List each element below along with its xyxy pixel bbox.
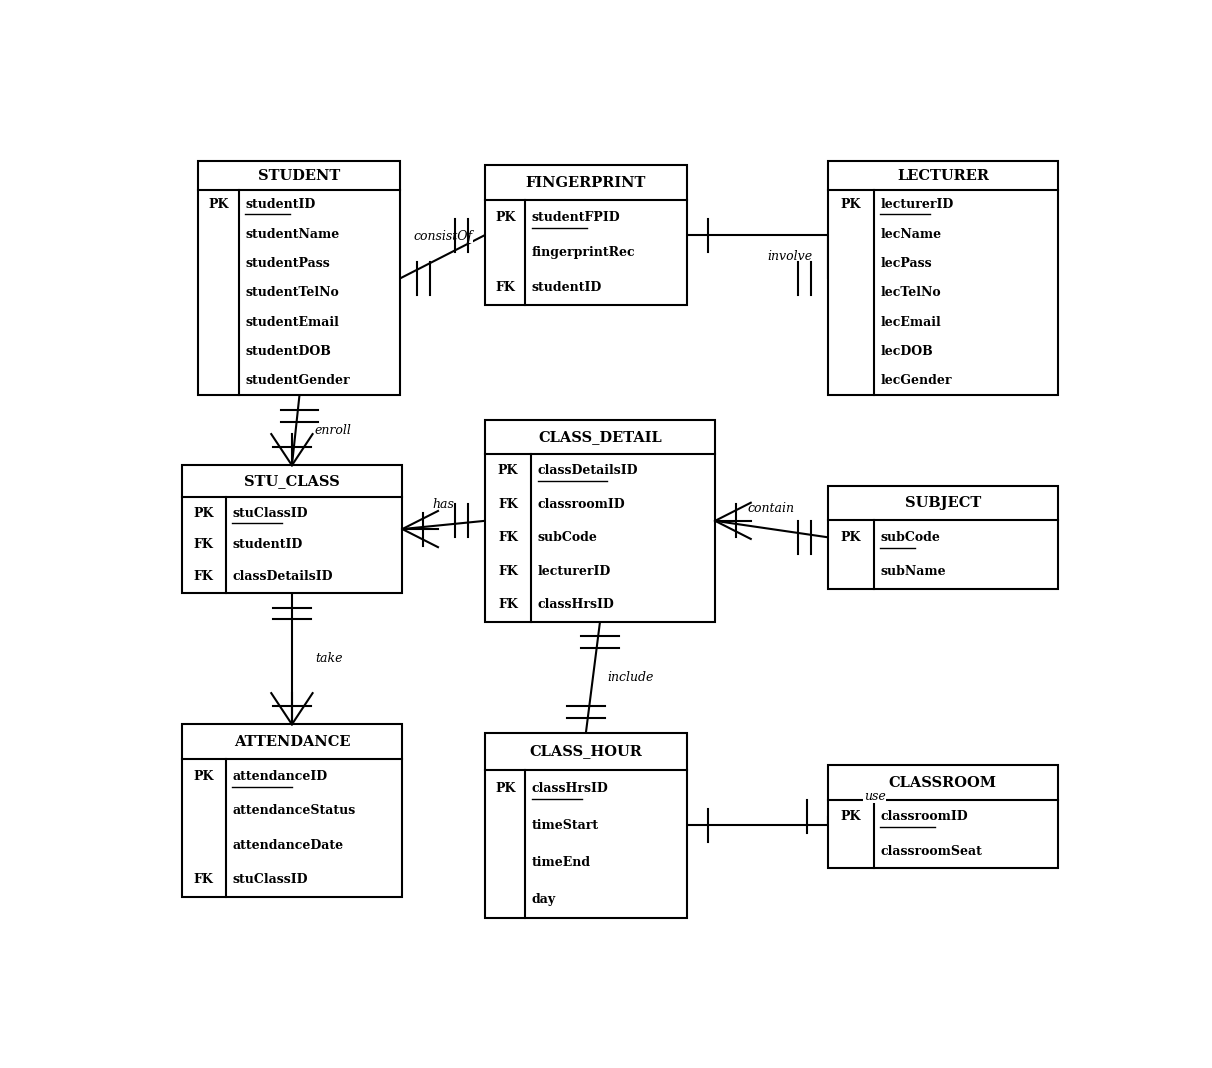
Text: PK: PK (841, 531, 861, 544)
Text: LECTURER: LECTURER (897, 169, 989, 183)
Text: PK: PK (494, 782, 515, 795)
Text: studentPass: studentPass (245, 257, 330, 270)
Text: STU_CLASS: STU_CLASS (244, 474, 339, 488)
Text: fingerprintRec: fingerprintRec (532, 246, 635, 260)
Bar (485, 420, 715, 622)
Text: CLASSROOM: CLASSROOM (888, 775, 996, 789)
Text: contain: contain (748, 502, 795, 515)
Text: stuClassID: stuClassID (233, 506, 308, 520)
Text: attendanceID: attendanceID (233, 770, 327, 783)
Text: classHrsID: classHrsID (532, 782, 608, 795)
Text: subCode: subCode (880, 531, 941, 544)
Text: lecGender: lecGender (880, 374, 951, 388)
Text: studentID: studentID (245, 199, 315, 211)
Text: classDetailsID: classDetailsID (233, 570, 333, 583)
Bar (828, 161, 1058, 395)
Text: lecDOB: lecDOB (880, 345, 933, 358)
Text: attendanceStatus: attendanceStatus (233, 804, 355, 817)
Text: FK: FK (498, 598, 518, 611)
Text: lecturerID: lecturerID (880, 199, 954, 211)
Text: PK: PK (194, 506, 213, 520)
Text: use: use (864, 790, 886, 803)
Text: FK: FK (496, 281, 515, 294)
Bar (199, 161, 400, 395)
Text: FK: FK (498, 565, 518, 578)
Text: CLASS_HOUR: CLASS_HOUR (530, 744, 642, 758)
Text: PK: PK (194, 770, 213, 783)
Text: studentDOB: studentDOB (245, 345, 331, 358)
Text: enroll: enroll (315, 424, 351, 437)
Text: SUBJECT: SUBJECT (904, 496, 981, 511)
Text: STUDENT: STUDENT (258, 169, 341, 183)
Text: PK: PK (841, 811, 861, 823)
Text: day: day (532, 893, 556, 906)
Text: studentID: studentID (532, 281, 602, 294)
Text: classroomID: classroomID (880, 811, 968, 823)
Text: lecPass: lecPass (880, 257, 932, 270)
Bar (485, 733, 687, 917)
Text: involve: involve (767, 250, 813, 263)
Text: PK: PK (498, 464, 519, 477)
Text: studentTelNo: studentTelNo (245, 286, 339, 299)
Text: lecturerID: lecturerID (538, 565, 611, 578)
Text: timeStart: timeStart (532, 818, 599, 832)
Text: studentEmail: studentEmail (245, 316, 339, 329)
Text: lecEmail: lecEmail (880, 316, 942, 329)
Text: studentName: studentName (245, 227, 339, 240)
Text: has: has (433, 498, 454, 511)
Bar (828, 766, 1058, 868)
Bar (485, 166, 687, 305)
Bar (182, 724, 402, 897)
Text: studentGender: studentGender (245, 374, 350, 388)
Text: subName: subName (880, 565, 947, 578)
Bar (828, 486, 1058, 588)
Text: include: include (607, 671, 653, 684)
Text: CLASS_DETAIL: CLASS_DETAIL (538, 430, 662, 444)
Text: stuClassID: stuClassID (233, 874, 308, 886)
Text: lecName: lecName (880, 227, 942, 240)
Text: classDetailsID: classDetailsID (538, 464, 638, 477)
Text: consistOf: consistOf (413, 230, 473, 242)
Text: FK: FK (498, 498, 518, 511)
Text: lecTelNo: lecTelNo (880, 286, 941, 299)
Text: ATTENDANCE: ATTENDANCE (234, 735, 350, 749)
Text: classroomID: classroomID (538, 498, 625, 511)
Text: take: take (316, 653, 343, 665)
Text: FK: FK (498, 531, 518, 544)
Text: subCode: subCode (538, 531, 598, 544)
Text: FK: FK (194, 570, 213, 583)
Text: classHrsID: classHrsID (538, 598, 614, 611)
Text: FK: FK (194, 538, 213, 551)
Text: studentFPID: studentFPID (532, 211, 621, 224)
Text: studentID: studentID (233, 538, 303, 551)
Text: PK: PK (841, 199, 861, 211)
Text: PK: PK (208, 199, 229, 211)
Bar (182, 466, 402, 593)
Text: attendanceDate: attendanceDate (233, 838, 343, 852)
Text: classroomSeat: classroomSeat (880, 845, 982, 858)
Text: timeEnd: timeEnd (532, 855, 591, 868)
Text: PK: PK (494, 211, 515, 224)
Text: FINGERPRINT: FINGERPRINT (526, 175, 646, 190)
Text: FK: FK (194, 874, 213, 886)
